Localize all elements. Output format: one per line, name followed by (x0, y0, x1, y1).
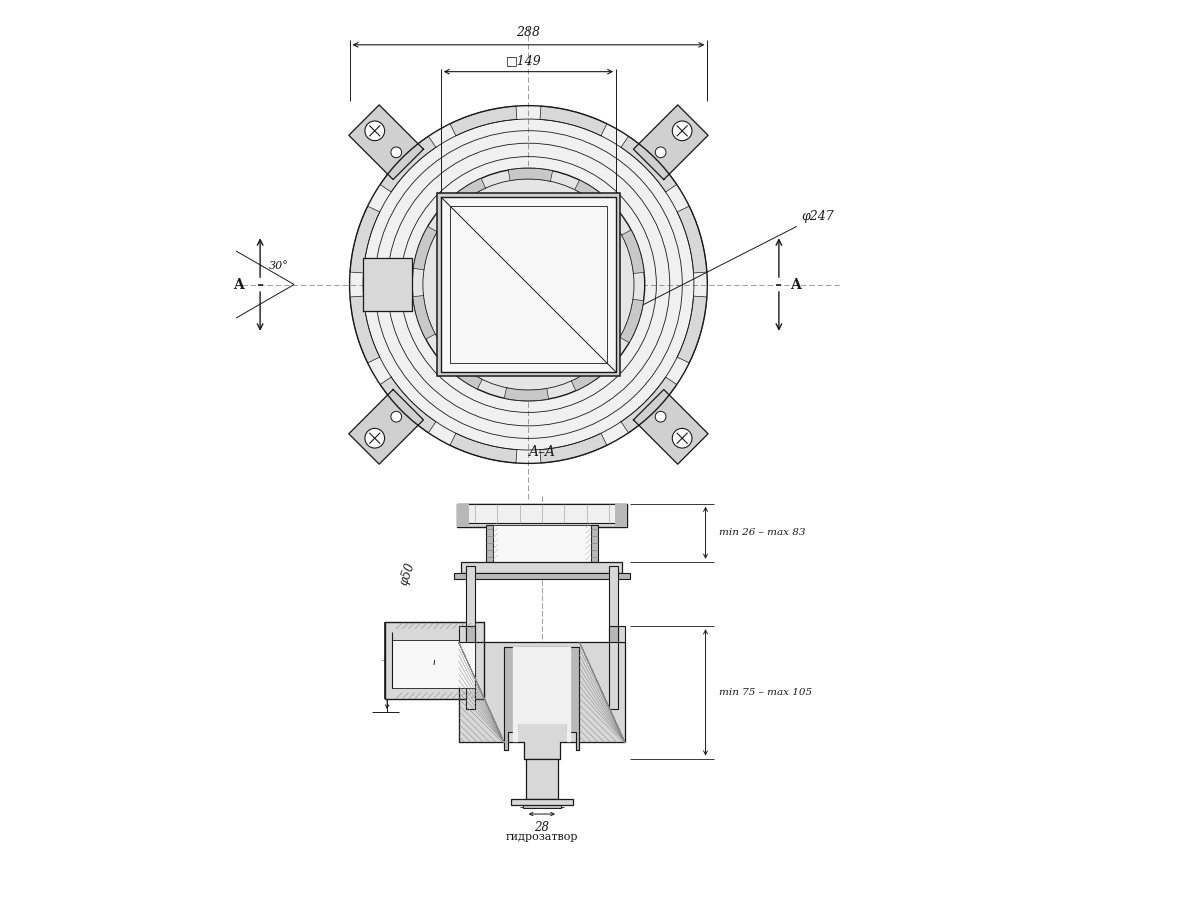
Polygon shape (380, 377, 436, 433)
Bar (466, 566, 475, 709)
Polygon shape (504, 647, 580, 750)
Polygon shape (380, 136, 436, 192)
Text: φ247: φ247 (802, 210, 834, 223)
Bar (385, 622, 484, 698)
Text: φ50: φ50 (397, 561, 418, 587)
Text: A: A (790, 277, 800, 292)
Text: □149: □149 (506, 54, 542, 68)
Text: A: A (233, 277, 244, 292)
Polygon shape (509, 168, 553, 181)
Text: 28: 28 (534, 821, 550, 834)
Circle shape (349, 105, 707, 464)
Bar (510, 799, 574, 806)
Polygon shape (413, 295, 436, 339)
Polygon shape (540, 106, 607, 136)
Polygon shape (442, 356, 482, 389)
Polygon shape (350, 296, 379, 363)
Circle shape (655, 411, 666, 422)
Circle shape (391, 147, 402, 158)
Text: min 26 – max 83: min 26 – max 83 (719, 528, 805, 537)
Bar (608, 626, 618, 643)
Bar (440, 197, 616, 373)
Bar (450, 206, 607, 364)
Polygon shape (620, 136, 677, 192)
Bar (493, 525, 592, 562)
Polygon shape (362, 257, 412, 311)
Polygon shape (413, 227, 437, 270)
Bar (458, 626, 466, 643)
Bar (437, 194, 619, 376)
Circle shape (365, 428, 384, 448)
Bar (455, 573, 630, 579)
Polygon shape (575, 180, 614, 214)
Circle shape (365, 121, 384, 140)
Bar (526, 759, 558, 799)
Text: 30°: 30° (269, 261, 289, 271)
Polygon shape (622, 230, 644, 274)
Polygon shape (458, 643, 625, 759)
Circle shape (672, 428, 692, 448)
Bar (466, 504, 618, 523)
Polygon shape (634, 105, 708, 179)
Text: 15°: 15° (390, 676, 409, 687)
Text: гидрозатвор: гидрозатвор (505, 832, 578, 842)
Polygon shape (349, 390, 424, 464)
Circle shape (412, 168, 644, 400)
Polygon shape (450, 433, 517, 463)
Polygon shape (349, 105, 424, 179)
Text: 288: 288 (516, 25, 540, 39)
Polygon shape (634, 390, 708, 464)
Bar (592, 525, 599, 562)
Polygon shape (445, 178, 486, 212)
Polygon shape (677, 296, 707, 363)
Polygon shape (350, 206, 379, 273)
Polygon shape (677, 206, 707, 273)
Text: min 75 – max 105: min 75 – max 105 (719, 688, 812, 697)
Circle shape (655, 147, 666, 158)
Bar (616, 504, 626, 526)
Bar (608, 566, 618, 709)
Polygon shape (450, 106, 517, 136)
Bar (486, 525, 493, 562)
Polygon shape (504, 388, 548, 400)
Polygon shape (620, 299, 643, 343)
Bar (461, 562, 623, 573)
Circle shape (391, 411, 402, 422)
Bar (392, 640, 475, 688)
Text: A–A: A–A (528, 445, 556, 459)
Polygon shape (540, 433, 607, 463)
Polygon shape (620, 377, 677, 433)
Bar (457, 504, 626, 526)
Circle shape (672, 121, 692, 140)
Bar (618, 626, 625, 643)
Polygon shape (571, 358, 612, 391)
Bar (457, 504, 468, 526)
Bar (457, 504, 626, 508)
Polygon shape (514, 647, 570, 741)
Bar (466, 626, 475, 643)
Bar (523, 806, 560, 808)
